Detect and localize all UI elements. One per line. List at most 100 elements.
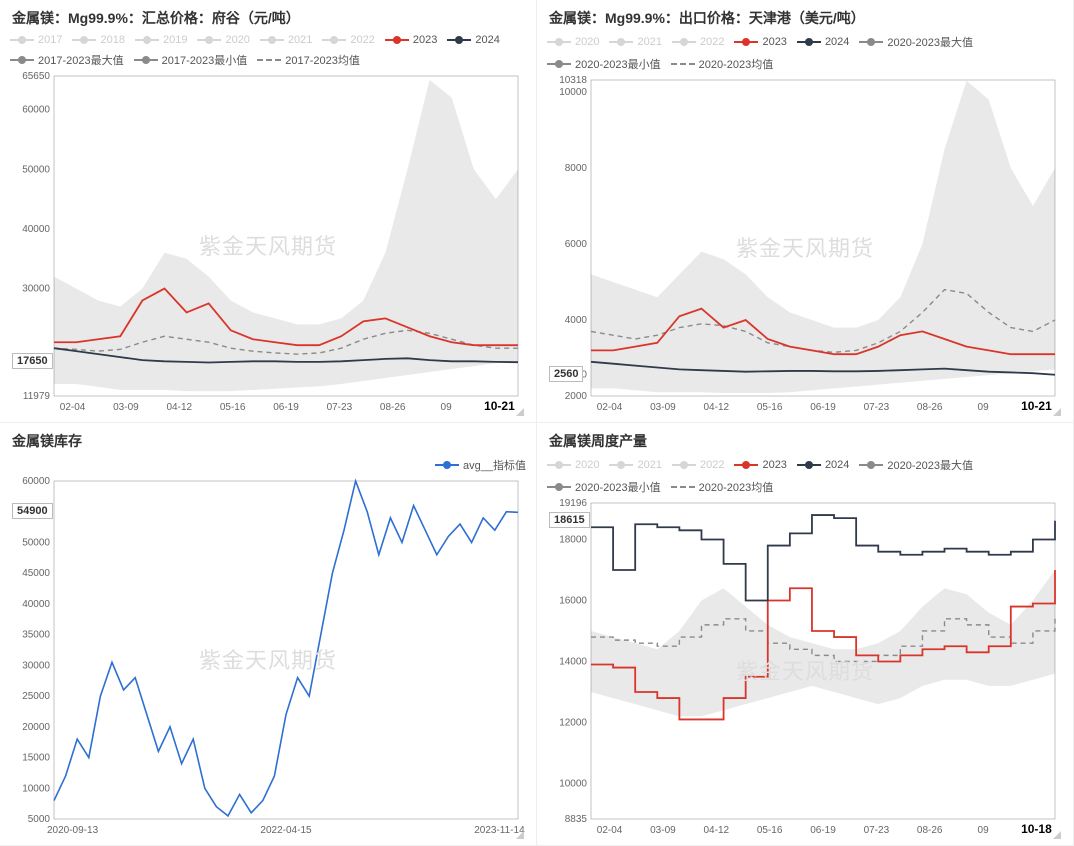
svg-text:03-09: 03-09 <box>650 402 676 413</box>
svg-text:50000: 50000 <box>22 537 50 548</box>
chart-tl[interactable]: 11979 17650 30000 40000 50000 60000 65650 02-04… <box>10 72 526 418</box>
resize-handle-icon[interactable] <box>1053 408 1061 416</box>
svg-text:09: 09 <box>441 402 453 413</box>
svg-text:65650: 65650 <box>22 72 50 82</box>
chart-br[interactable]: 8835100001200014000160001800018615191960… <box>547 499 1063 841</box>
legend-item[interactable]: 2017-2023均值 <box>257 52 360 68</box>
svg-text:08-26: 08-26 <box>917 402 943 413</box>
svg-text:09: 09 <box>978 825 990 836</box>
svg-text:08-26: 08-26 <box>380 402 406 413</box>
resize-handle-icon[interactable] <box>516 831 524 839</box>
chart-title: 金属镁：Mg99.9%：出口价格：天津港（美元/吨） <box>549 8 1063 28</box>
legend-item[interactable]: 2022 <box>322 34 374 46</box>
svg-text:12000: 12000 <box>559 717 587 728</box>
svg-text:10-21: 10-21 <box>1021 399 1052 413</box>
chart-title: 金属镁周度产量 <box>549 431 1063 451</box>
legend-item[interactable]: 2020-2023最小值 <box>547 56 661 72</box>
svg-text:4000: 4000 <box>565 315 588 326</box>
svg-text:07-23: 07-23 <box>864 825 890 836</box>
legend-br: 2020 2021 2022 2023 2024 2020-2023最大值 2020-202… <box>547 457 1063 495</box>
svg-text:03-09: 03-09 <box>113 402 139 413</box>
legend-item[interactable]: 2020-2023最大值 <box>859 34 973 50</box>
legend-item[interactable]: 2022 <box>672 36 724 48</box>
resize-handle-icon[interactable] <box>516 408 524 416</box>
chart-title: 金属镁：Mg99.9%：汇总价格：府谷（元/吨） <box>12 8 526 28</box>
legend-item[interactable]: avg__指标值 <box>435 457 526 473</box>
legend-tr: 2020 2021 2022 2023 2024 2020-2023最大值 2020-202… <box>547 34 1063 72</box>
svg-text:19196: 19196 <box>559 499 587 509</box>
svg-text:02-04: 02-04 <box>597 825 623 836</box>
svg-text:2022-04-15: 2022-04-15 <box>260 825 312 836</box>
svg-text:10318: 10318 <box>559 76 587 86</box>
legend-item[interactable]: 2017-2023最大值 <box>10 52 124 68</box>
svg-text:18000: 18000 <box>559 534 587 545</box>
legend-item[interactable]: 2019 <box>135 34 187 46</box>
svg-text:09: 09 <box>978 402 990 413</box>
panel-bottom-right: 金属镁周度产量 2020 2021 2022 2023 2024 2020-2023最大值… <box>537 423 1074 846</box>
legend-item[interactable]: 2017 <box>10 34 62 46</box>
svg-text:05-16: 05-16 <box>220 402 246 413</box>
svg-text:15000: 15000 <box>22 753 50 764</box>
svg-text:40000: 40000 <box>22 224 50 235</box>
svg-text:03-09: 03-09 <box>650 825 676 836</box>
svg-text:25000: 25000 <box>22 691 50 702</box>
svg-text:45000: 45000 <box>22 568 50 579</box>
svg-text:04-12: 04-12 <box>703 402 729 413</box>
legend-item[interactable]: 2020-2023均值 <box>671 56 774 72</box>
legend-item[interactable]: 2024 <box>797 36 849 48</box>
legend-item[interactable]: 2023 <box>734 459 786 471</box>
svg-text:20000: 20000 <box>22 722 50 733</box>
legend-item[interactable]: 2021 <box>260 34 312 46</box>
svg-text:10-21: 10-21 <box>484 399 515 413</box>
svg-text:5000: 5000 <box>28 814 51 825</box>
legend-item[interactable]: 2017-2023最小值 <box>134 52 248 68</box>
svg-text:05-16: 05-16 <box>757 825 783 836</box>
legend-item[interactable]: 2021 <box>609 36 661 48</box>
legend-item[interactable]: 2023 <box>385 34 437 46</box>
svg-text:07-23: 07-23 <box>327 402 353 413</box>
legend-item[interactable]: 2020-2023最大值 <box>859 457 973 473</box>
legend-item[interactable]: 2021 <box>609 459 661 471</box>
svg-text:07-23: 07-23 <box>864 402 890 413</box>
legend-item[interactable]: 2024 <box>447 34 499 46</box>
svg-text:60000: 60000 <box>22 105 50 116</box>
resize-handle-icon[interactable] <box>1053 831 1061 839</box>
legend-item[interactable]: 2018 <box>72 34 124 46</box>
panel-top-left: 金属镁：Mg99.9%：汇总价格：府谷（元/吨） 2017 2018 2019 202… <box>0 0 537 423</box>
value-badge: 17650 <box>12 353 53 369</box>
legend-tl: 2017 2018 2019 2020 2021 2022 2023 2024 2017-202… <box>10 34 526 68</box>
svg-text:10000: 10000 <box>559 778 587 789</box>
svg-text:05-16: 05-16 <box>757 402 783 413</box>
svg-text:60000: 60000 <box>22 477 50 487</box>
chart-bl[interactable]: 5000100001500020000250003000035000400004… <box>10 477 526 841</box>
legend-item[interactable]: 2022 <box>672 459 724 471</box>
svg-text:16000: 16000 <box>559 595 587 606</box>
legend-item[interactable]: 2023 <box>734 36 786 48</box>
chart-tr[interactable]: 20002560400060008000100001031802-0403-09… <box>547 76 1063 418</box>
svg-text:06-19: 06-19 <box>810 825 836 836</box>
legend-item[interactable]: 2020 <box>547 459 599 471</box>
legend-item[interactable]: 2024 <box>797 459 849 471</box>
legend-item[interactable]: 2020-2023均值 <box>671 479 774 495</box>
svg-text:30000: 30000 <box>22 660 50 671</box>
svg-text:06-19: 06-19 <box>810 402 836 413</box>
svg-text:8835: 8835 <box>565 814 588 825</box>
svg-text:6000: 6000 <box>565 239 588 250</box>
legend-item[interactable]: 2020 <box>547 36 599 48</box>
svg-text:50000: 50000 <box>22 164 50 175</box>
svg-text:30000: 30000 <box>22 284 50 295</box>
svg-text:02-04: 02-04 <box>60 402 86 413</box>
svg-text:2000: 2000 <box>565 391 588 402</box>
svg-text:10-18: 10-18 <box>1021 822 1052 836</box>
svg-text:11979: 11979 <box>23 391 51 402</box>
legend-item[interactable]: 2020-2023最小值 <box>547 479 661 495</box>
svg-text:8000: 8000 <box>565 163 588 174</box>
svg-text:14000: 14000 <box>559 656 587 667</box>
legend-item[interactable]: 2020 <box>197 34 249 46</box>
dashboard-grid: 金属镁：Mg99.9%：汇总价格：府谷（元/吨） 2017 2018 2019 202… <box>0 0 1074 846</box>
svg-text:06-19: 06-19 <box>273 402 299 413</box>
svg-text:35000: 35000 <box>22 630 50 641</box>
panel-bottom-left: 金属镁库存 avg__指标值 5000100001500020000250003… <box>0 423 537 846</box>
svg-text:10000: 10000 <box>559 87 587 98</box>
svg-text:04-12: 04-12 <box>703 825 729 836</box>
